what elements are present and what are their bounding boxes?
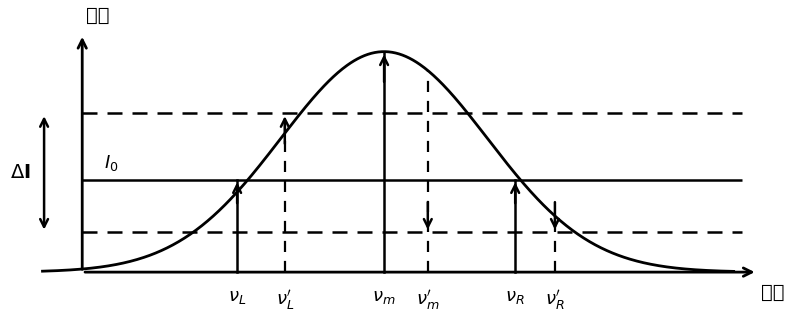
Text: $\nu_L$: $\nu_L$ [228, 287, 246, 306]
Text: $\nu_R$: $\nu_R$ [506, 287, 525, 306]
Text: 频率: 频率 [762, 283, 785, 302]
Text: $\nu_m$: $\nu_m$ [372, 287, 396, 306]
Text: $\nu_m'$: $\nu_m'$ [416, 287, 439, 312]
Text: $\Delta$I: $\Delta$I [10, 163, 30, 182]
Text: $I_0$: $I_0$ [105, 153, 119, 173]
Text: 光强: 光强 [86, 6, 110, 25]
Text: $\nu_R'$: $\nu_R'$ [545, 287, 565, 312]
Text: $\nu_L'$: $\nu_L'$ [276, 287, 294, 312]
